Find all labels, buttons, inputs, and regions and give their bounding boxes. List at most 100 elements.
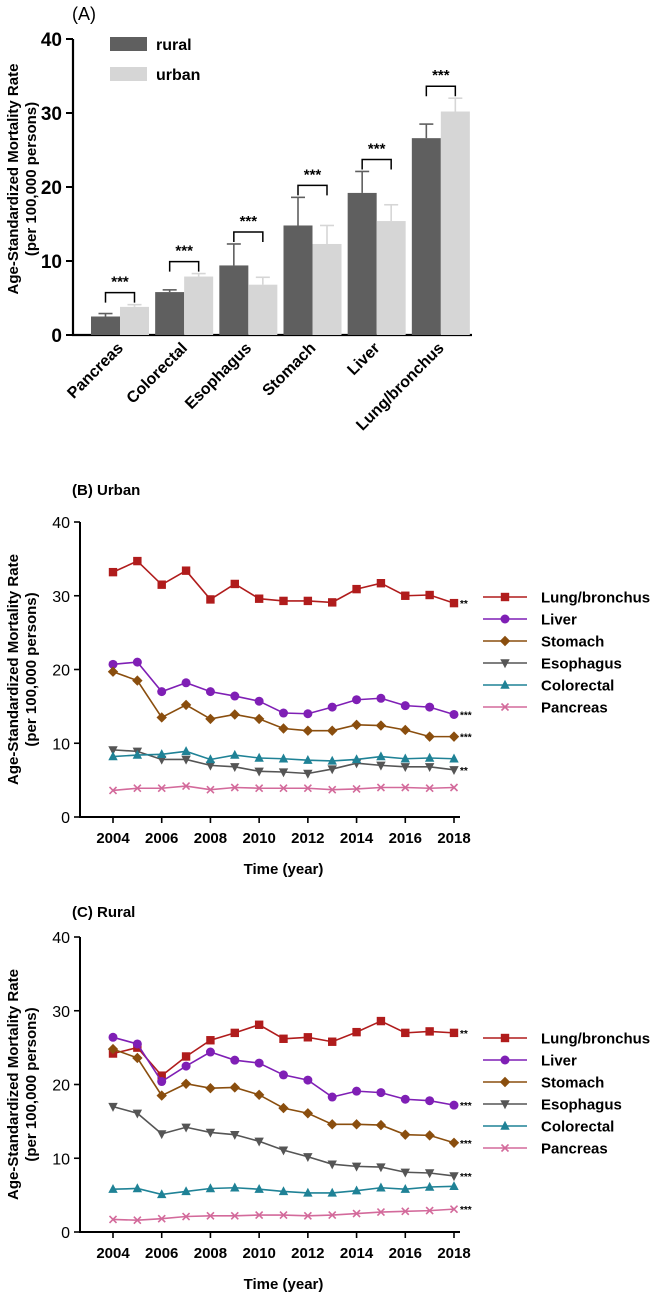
data-point-Lung/bronchus xyxy=(279,1034,288,1043)
significance-label-Pancreas: *** xyxy=(460,1205,472,1216)
significance-label: *** xyxy=(304,166,322,183)
data-point-Colorectal xyxy=(108,751,118,761)
y-tick-label: 30 xyxy=(52,589,70,606)
panel-a: (A) 0 10 20 30 40 Age-Standardized Mortality … xyxy=(0,0,667,470)
data-point-Esophagus xyxy=(424,1169,435,1179)
line-chart-c: 0 10 20 30 40 2004 2006 2008 2010 2012 2014 2016 201… xyxy=(5,930,650,1293)
data-point-Liver xyxy=(157,687,167,697)
data-point-Liver xyxy=(132,657,142,667)
data-point-Esophagus xyxy=(351,1162,362,1172)
category-label: Stomach xyxy=(260,340,320,400)
data-point-Liver xyxy=(425,702,435,712)
legend-label-Liver: Liver xyxy=(541,612,577,629)
significance-label: *** xyxy=(175,243,193,260)
data-point-Stomach xyxy=(253,1089,265,1101)
bar-urban xyxy=(376,221,406,335)
significance-bracket xyxy=(168,260,200,272)
significance-bracket xyxy=(233,231,264,242)
data-point-Stomach xyxy=(327,725,338,736)
y-tick-label: 10 xyxy=(41,252,62,273)
x-tick-label: 2008 xyxy=(194,830,227,847)
legend-label-Colorectal: Colorectal xyxy=(541,1119,614,1136)
data-point-Stomach xyxy=(107,1043,119,1055)
legend-marker-Esophagus xyxy=(500,659,510,669)
data-point-Pancreas xyxy=(425,1206,434,1215)
data-point-Lung/bronchus xyxy=(425,590,434,600)
panel-b: (B) Urban 0 10 20 30 40 2004 2006 2008 2010 2012 2… xyxy=(0,470,667,890)
legend-label-urban: urban xyxy=(156,67,200,84)
data-point-Stomach xyxy=(156,1090,167,1101)
legend-marker-Liver xyxy=(500,1055,510,1065)
data-point-Pancreas xyxy=(255,1210,264,1220)
panel-c: (C) Rural 0 10 20 30 40 2004 2006 2008 2010 2012 2… xyxy=(0,890,667,1308)
data-point-Stomach xyxy=(132,675,143,686)
panel-b-label: (B) Urban xyxy=(72,482,141,499)
legend-marker-Stomach xyxy=(499,1076,511,1088)
x-tick-label: 2004 xyxy=(96,1245,130,1262)
x-tick-label: 2010 xyxy=(242,830,275,847)
data-point-Lung/bronchus xyxy=(425,1027,434,1036)
data-point-Lung/bronchus xyxy=(230,1028,239,1038)
legend-label-Lung/bronchus: Lung/bronchus xyxy=(541,1031,650,1048)
data-point-Lung/bronchus xyxy=(181,566,191,575)
data-point-Stomach xyxy=(351,1119,362,1130)
legend-label-Esophagus: Esophagus xyxy=(541,1097,622,1114)
series-line-Esophagus xyxy=(112,1105,455,1177)
data-point-Colorectal xyxy=(400,753,410,763)
data-point-Esophagus xyxy=(303,769,313,779)
data-point-Colorectal xyxy=(278,753,289,763)
data-point-Esophagus xyxy=(376,761,386,771)
data-point-Stomach xyxy=(253,713,265,725)
bar-rural xyxy=(283,225,313,335)
data-point-Stomach xyxy=(400,1129,411,1140)
data-point-Pancreas xyxy=(206,785,215,794)
y-tick-label: 0 xyxy=(61,810,70,827)
data-point-Liver xyxy=(400,1094,410,1104)
y-tick-label: 20 xyxy=(41,178,62,199)
data-point-Pancreas xyxy=(157,784,166,793)
data-point-Esophagus xyxy=(303,1153,313,1162)
significance-label-Esophagus: ** xyxy=(460,766,468,777)
legend-marker-Colorectal xyxy=(500,1120,510,1130)
x-tick-label: 2014 xyxy=(340,1245,374,1262)
bar-urban xyxy=(312,243,342,335)
data-point-Pancreas xyxy=(133,1216,142,1225)
data-point-Pancreas xyxy=(376,783,385,792)
bar-urban xyxy=(248,284,278,335)
significance-label-Lung/bronchus: ** xyxy=(460,1029,468,1040)
line-chart-b: 0 10 20 30 40 2004 2006 2008 2010 2012 2014 2016 201… xyxy=(5,515,650,878)
data-point-Esophagus xyxy=(327,765,337,775)
data-point-Pancreas xyxy=(352,1209,361,1218)
x-tick-label: 2006 xyxy=(145,1245,178,1262)
legend-marker-Liver xyxy=(500,614,510,624)
data-point-Pancreas xyxy=(279,1210,288,1220)
data-point-Stomach xyxy=(107,666,119,677)
y-tick-label: 20 xyxy=(52,1078,70,1095)
data-point-Stomach xyxy=(351,719,362,731)
data-point-Esophagus xyxy=(327,1160,337,1170)
panel-a-label: (A) xyxy=(72,4,96,24)
significance-label: *** xyxy=(432,67,450,84)
data-point-Colorectal xyxy=(376,1182,386,1192)
y-tick-label: 30 xyxy=(52,1004,70,1021)
data-point-Pancreas xyxy=(303,1211,312,1220)
data-point-Lung/bronchus xyxy=(376,1016,386,1026)
x-tick-label: 2010 xyxy=(242,1245,275,1262)
data-point-Liver xyxy=(254,696,264,706)
data-point-Stomach xyxy=(375,1119,387,1131)
data-point-Stomach xyxy=(400,724,411,736)
data-point-Pancreas xyxy=(328,785,337,794)
data-point-Liver xyxy=(449,709,459,719)
data-point-Esophagus xyxy=(254,1137,264,1147)
data-point-Lung/bronchus xyxy=(352,1027,361,1037)
data-point-Liver xyxy=(279,708,288,718)
data-point-Stomach xyxy=(302,725,314,736)
data-point-Liver xyxy=(108,1032,118,1042)
data-point-Lung/bronchus xyxy=(303,1033,313,1042)
data-point-Pancreas xyxy=(230,783,239,792)
legend-label-Stomach: Stomach xyxy=(541,634,604,651)
data-point-Esophagus xyxy=(108,746,118,756)
bar-rural xyxy=(347,192,377,335)
data-point-Colorectal xyxy=(205,754,216,764)
data-point-Esophagus xyxy=(278,768,289,778)
